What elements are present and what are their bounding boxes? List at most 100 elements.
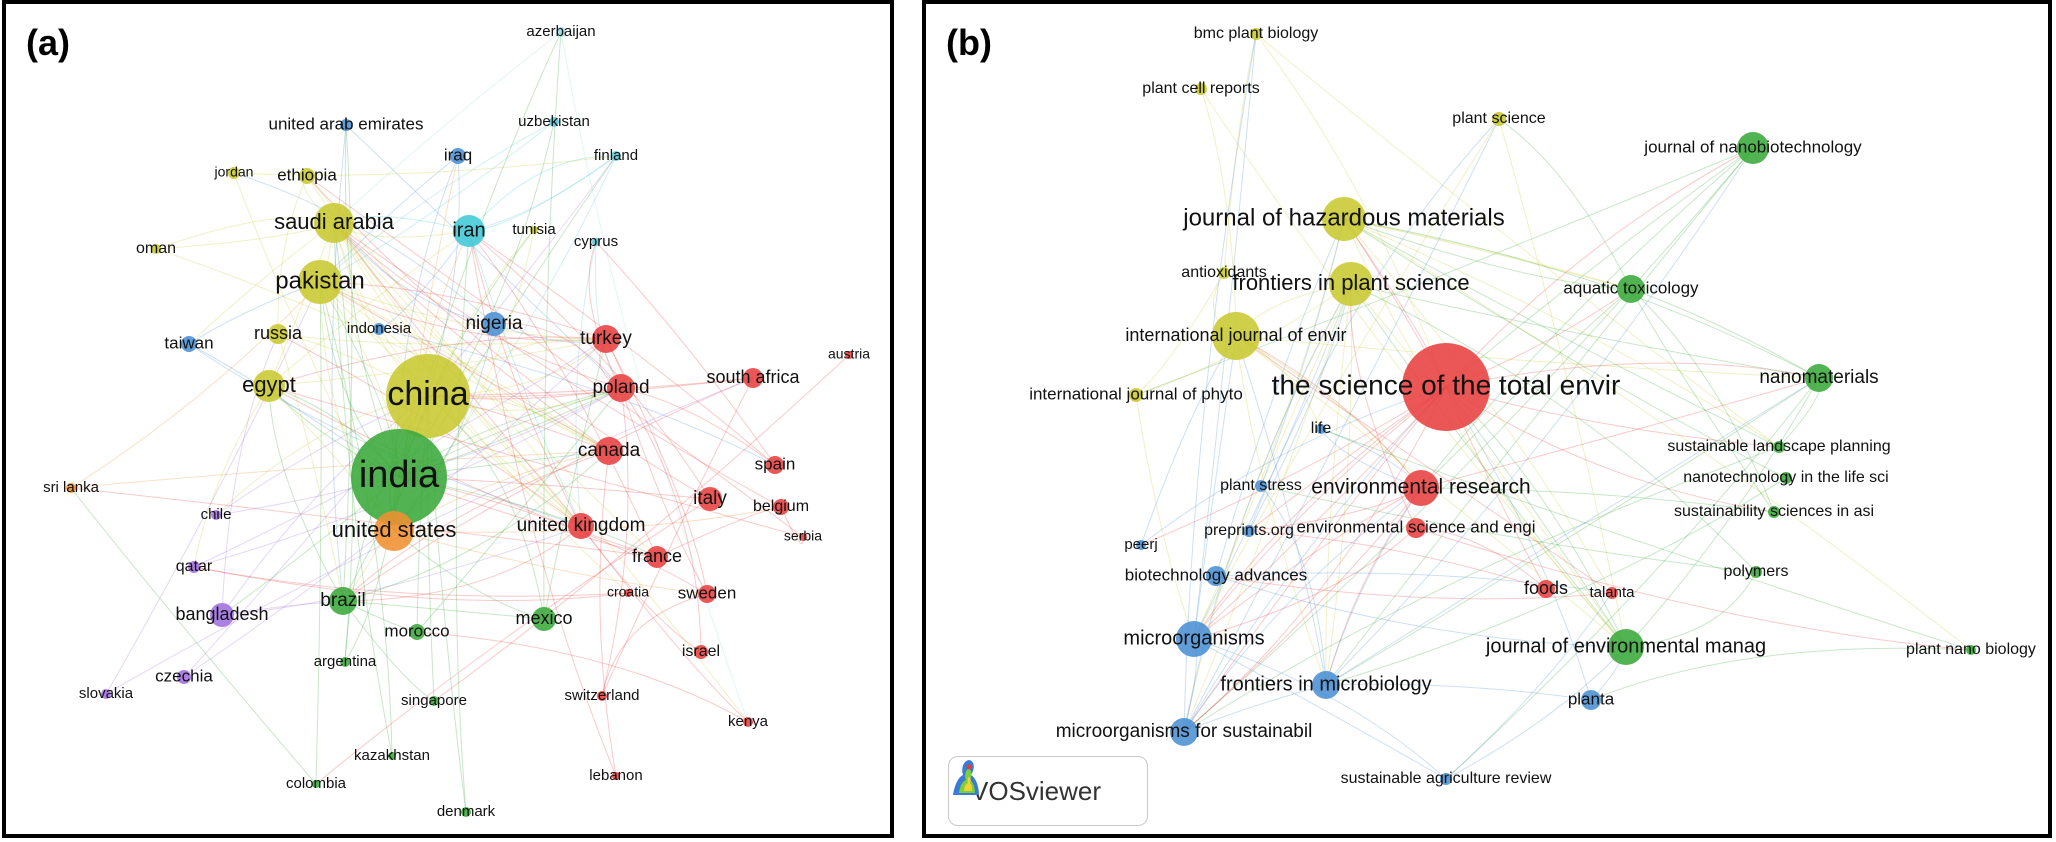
- network-node[interactable]: [1136, 540, 1146, 550]
- node-label: nigeria: [465, 313, 522, 334]
- network-node[interactable]: [1403, 470, 1439, 506]
- network-node[interactable]: [298, 260, 342, 304]
- network-edge: [1350, 283, 1627, 648]
- network-node[interactable]: [373, 323, 385, 335]
- network-edge: [1215, 218, 1345, 577]
- network-node[interactable]: [799, 533, 807, 541]
- node-label: saudi arabia: [274, 209, 395, 234]
- network-edge: [277, 333, 607, 345]
- network-node[interactable]: [268, 324, 288, 344]
- node-label: israel: [682, 643, 720, 660]
- network-node[interactable]: [177, 670, 191, 684]
- network-node[interactable]: [1805, 364, 1833, 392]
- network-node[interactable]: [1750, 566, 1762, 578]
- network-node[interactable]: [210, 603, 234, 627]
- network-node[interactable]: [1768, 506, 1780, 518]
- vosviewer-badge-text: VOSviewer: [971, 775, 1102, 806]
- network-node[interactable]: [568, 513, 594, 539]
- network-node[interactable]: [743, 368, 763, 388]
- network-node[interactable]: [646, 546, 668, 568]
- network-node[interactable]: [1406, 518, 1426, 538]
- network-edge: [1350, 283, 1627, 648]
- network-node[interactable]: [1773, 441, 1785, 453]
- network-edge: [105, 377, 754, 695]
- network-node[interactable]: [340, 119, 352, 131]
- network-node[interactable]: [1322, 197, 1366, 241]
- network-node[interactable]: [1737, 132, 1769, 164]
- network-node[interactable]: [461, 807, 471, 817]
- network-node[interactable]: [1176, 621, 1212, 657]
- network-node[interactable]: [429, 696, 439, 706]
- network-node[interactable]: [1218, 267, 1230, 279]
- network-node[interactable]: [1608, 629, 1644, 665]
- network-node[interactable]: [450, 148, 466, 164]
- network-edge: [319, 281, 607, 340]
- network-node[interactable]: [314, 203, 354, 243]
- network-node[interactable]: [1212, 312, 1260, 360]
- network-node[interactable]: [1617, 275, 1645, 303]
- network-node[interactable]: [549, 117, 559, 127]
- network-edge: [1325, 683, 1592, 701]
- network-node[interactable]: [388, 752, 396, 760]
- network-node[interactable]: [556, 27, 566, 37]
- network-node[interactable]: [698, 585, 716, 603]
- network-node[interactable]: [253, 370, 285, 402]
- network-node[interactable]: [374, 511, 414, 551]
- network-node[interactable]: [409, 624, 425, 640]
- network-node[interactable]: [1606, 587, 1618, 599]
- network-node[interactable]: [1537, 580, 1555, 598]
- network-node[interactable]: [766, 456, 784, 474]
- network-node[interactable]: [773, 499, 789, 515]
- network-node[interactable]: [1780, 472, 1792, 484]
- network-edge: [1183, 283, 1352, 733]
- network-node[interactable]: [1250, 28, 1262, 40]
- network-node[interactable]: [211, 510, 221, 520]
- network-node[interactable]: [607, 374, 635, 402]
- network-node[interactable]: [694, 645, 708, 659]
- network-node[interactable]: [1316, 424, 1326, 434]
- network-node[interactable]: [612, 772, 620, 780]
- network-node[interactable]: [532, 607, 556, 631]
- network-node[interactable]: [329, 587, 357, 615]
- network-node[interactable]: [151, 244, 161, 254]
- network-node[interactable]: [1581, 690, 1601, 710]
- network-node[interactable]: [1440, 773, 1452, 785]
- network-node[interactable]: [624, 589, 632, 597]
- network-node[interactable]: [312, 780, 320, 788]
- network-node[interactable]: [597, 691, 607, 701]
- network-node[interactable]: [66, 483, 76, 493]
- network-edge: [1135, 272, 1225, 396]
- network-node[interactable]: [299, 168, 315, 184]
- network-edge: [1445, 386, 1592, 701]
- network-node[interactable]: [1170, 718, 1198, 746]
- network-node[interactable]: [386, 354, 470, 438]
- network-node[interactable]: [453, 215, 485, 247]
- network-node[interactable]: [1206, 566, 1226, 586]
- network-node[interactable]: [592, 238, 600, 246]
- network-node[interactable]: [743, 717, 753, 727]
- network-node[interactable]: [1129, 388, 1143, 402]
- network-node[interactable]: [181, 336, 197, 352]
- network-node[interactable]: [101, 689, 111, 699]
- network-node[interactable]: [1255, 480, 1267, 492]
- network-node[interactable]: [1329, 262, 1373, 306]
- network-node[interactable]: [351, 429, 447, 525]
- network-node[interactable]: [1243, 525, 1255, 537]
- network-node[interactable]: [1312, 671, 1340, 699]
- network-node[interactable]: [1195, 83, 1207, 95]
- network-node[interactable]: [1492, 112, 1506, 126]
- network-node[interactable]: [188, 561, 200, 573]
- network-node[interactable]: [482, 312, 506, 336]
- network-edge: [1215, 575, 1613, 600]
- network-node[interactable]: [1402, 343, 1490, 431]
- network-node[interactable]: [698, 487, 722, 511]
- network-node[interactable]: [845, 351, 853, 359]
- network-node[interactable]: [592, 325, 620, 353]
- network-node[interactable]: [595, 437, 623, 465]
- network-node[interactable]: [1966, 645, 1976, 655]
- network-node[interactable]: [611, 151, 621, 161]
- network-node[interactable]: [340, 657, 350, 667]
- network-edge: [580, 525, 749, 723]
- network-node[interactable]: [228, 167, 240, 179]
- network-node[interactable]: [530, 226, 538, 234]
